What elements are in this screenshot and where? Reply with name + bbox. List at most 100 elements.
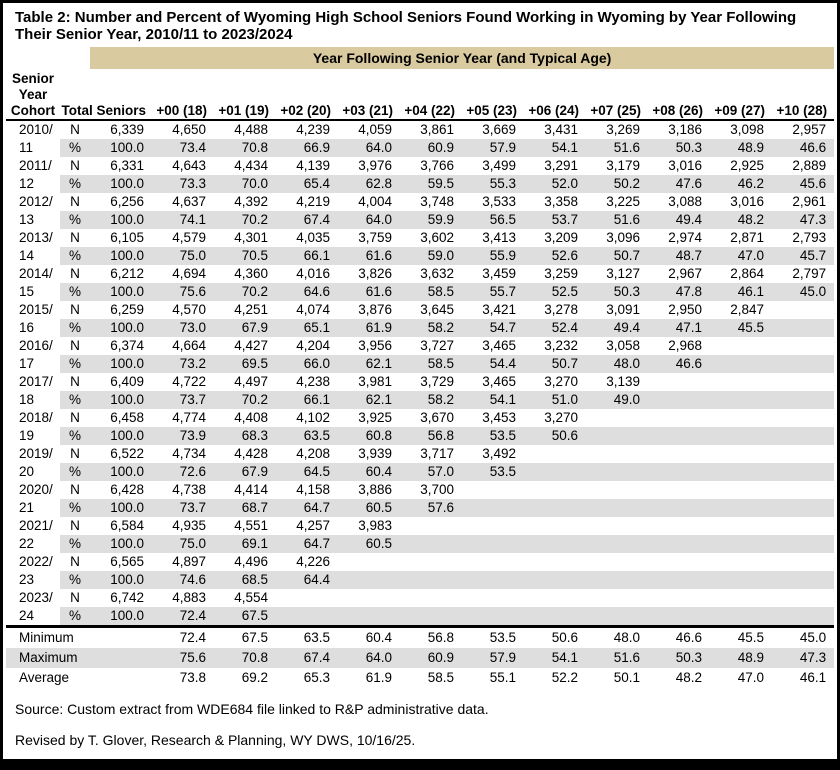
cell-pct-value — [462, 607, 524, 627]
cell-n-value: 4,226 — [296, 554, 330, 569]
cell-pct-value: 45.0 — [772, 283, 835, 301]
row-marker-pct: % — [60, 175, 90, 193]
cohort-header-line3: Cohort — [10, 103, 56, 118]
summary-value: 69.2 — [241, 670, 268, 685]
summary-value: 56.8 — [400, 625, 462, 648]
col-header-total-seniors: Total Seniors — [60, 69, 152, 121]
cell-pct-value: 60.5 — [338, 535, 400, 553]
cell-pct-value: 56.8 — [400, 427, 462, 445]
row-marker-pct: % — [60, 607, 90, 627]
row-marker-n: N — [70, 518, 80, 533]
cell-pct-value: 62.1 — [338, 391, 400, 409]
col-header-age: +04 (22) — [400, 69, 462, 121]
cell-pct-value: 74.1 — [152, 211, 214, 229]
cell-pct-value: 54.1 — [524, 139, 586, 157]
cell-n-value: 3,983 — [358, 518, 392, 533]
cell-n-value: 4,722 — [172, 374, 206, 389]
cell-pct-value: 51.0 — [524, 391, 586, 409]
cell-n-value: 3,453 — [482, 410, 516, 425]
cell-n-value: 3,278 — [544, 302, 578, 317]
cohort-label-bottom: 14 — [19, 248, 35, 263]
cell-n-value: 4,139 — [296, 158, 330, 173]
cell-n-value — [524, 553, 586, 571]
cell-pct-value: 73.0 — [152, 319, 214, 337]
cell-n-value: 3,058 — [606, 338, 640, 353]
row-marker-n: N — [70, 482, 80, 497]
cohort-n-row: 2021/22 N 6,584 4,935 4,551 4,257 3,983 — [6, 517, 834, 553]
row-marker-n: N — [70, 410, 80, 425]
col-header-age: +08 (26) — [648, 69, 710, 121]
cohort-label-top: 2012/ — [19, 194, 53, 209]
cell-pct-value — [772, 535, 835, 553]
cell-pct-value: 53.7 — [524, 211, 586, 229]
cell-n-value: 4,016 — [296, 266, 330, 281]
col-header-age: +03 (21) — [338, 69, 400, 121]
cohort-label-top: 2020/ — [19, 482, 53, 497]
summary-value: 75.6 — [152, 648, 214, 668]
total-seniors-pct: 100.0 — [90, 247, 152, 265]
cell-n-value: 4,219 — [296, 194, 330, 209]
cell-pct-value: 68.3 — [214, 427, 276, 445]
cell-pct-value: 53.5 — [462, 463, 524, 481]
cell-n-value: 3,459 — [482, 266, 516, 281]
cell-n-value — [648, 445, 710, 463]
cell-pct-value: 64.7 — [276, 535, 338, 553]
total-seniors-pct: 100.0 — [90, 211, 152, 229]
summary-value: 50.3 — [648, 648, 710, 668]
cell-n-value — [648, 517, 710, 535]
cell-n-value: 2,793 — [792, 230, 827, 245]
summary-value: 73.8 — [179, 670, 206, 685]
cell-n-value: 3,232 — [544, 338, 578, 353]
total-seniors-n: 6,259 — [110, 302, 144, 317]
cell-pct-value — [586, 463, 648, 481]
cell-n-value: 4,738 — [172, 482, 206, 497]
row-marker-pct: % — [60, 463, 90, 481]
cell-n-value: 4,102 — [296, 410, 330, 425]
cohort-label: 2011/12 — [6, 157, 60, 193]
cell-n-value: 4,301 — [234, 230, 268, 245]
cohort-n-row: 2019/20 N 6,522 4,734 4,428 4,208 3,939 3,717 3,… — [6, 445, 834, 481]
cell-n-value: 3,669 — [482, 122, 516, 137]
cell-pct-value — [648, 427, 710, 445]
cell-n-value — [772, 553, 834, 571]
col-header-age: +00 (18) — [152, 69, 214, 121]
row-marker-pct: % — [60, 319, 90, 337]
cell-pct-value: 73.2 — [152, 355, 214, 373]
cell-pct-value: 46.1 — [710, 283, 772, 301]
cohort-pct-row: % 100.0 75.0 70.5 66.1 61.6 59.0 55.9 52.6 50.7 48… — [6, 247, 835, 265]
cell-n-value: 3,431 — [544, 122, 578, 137]
summary-value: 48.2 — [675, 670, 702, 685]
cell-n-value — [772, 373, 834, 391]
cell-n-value: 2,889 — [792, 158, 827, 173]
cell-pct-value: 61.9 — [338, 319, 400, 337]
total-seniors-n: 6,256 — [110, 194, 144, 209]
cell-n-value — [524, 481, 586, 499]
cohort-n-row: 2010/11 N 6,339 4,650 4,488 4,239 4,059 3,861 3,… — [6, 120, 834, 157]
cell-n-value: 2,967 — [668, 266, 702, 281]
summary-value: 55.1 — [489, 670, 516, 685]
cohort-label-top: 2015/ — [19, 302, 53, 317]
cell-n-value — [338, 589, 400, 607]
cell-pct-value: 45.6 — [772, 175, 835, 193]
cell-n-value: 2,797 — [792, 266, 827, 281]
cell-pct-value: 60.4 — [338, 463, 400, 481]
cell-pct-value — [772, 427, 835, 445]
summary-value: 46.1 — [799, 670, 827, 685]
cell-n-value: 3,088 — [668, 194, 702, 209]
row-marker-pct: % — [60, 211, 90, 229]
cohort-label-bottom: 24 — [19, 608, 35, 623]
cell-pct-value — [400, 607, 462, 627]
cell-n-value: 3,091 — [606, 302, 640, 317]
cell-pct-value — [710, 499, 772, 517]
cell-pct-value — [710, 463, 772, 481]
cell-n-value: 3,645 — [420, 302, 454, 317]
cell-n-value: 4,883 — [172, 590, 206, 605]
summary-value: 57.9 — [462, 648, 524, 668]
cell-pct-value: 70.2 — [214, 283, 276, 301]
cell-pct-value: 69.5 — [214, 355, 276, 373]
cell-n-value — [338, 553, 400, 571]
cell-n-value: 3,465 — [482, 374, 516, 389]
cell-n-value — [648, 589, 710, 607]
cell-pct-value: 68.7 — [214, 499, 276, 517]
cell-n-value: 3,632 — [420, 266, 454, 281]
